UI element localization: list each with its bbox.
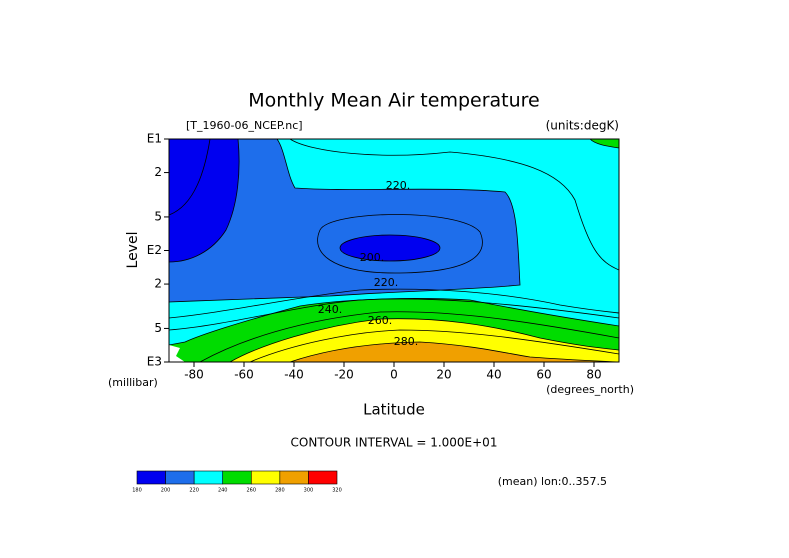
colorbar-label: 320 <box>332 488 342 494</box>
colorbar-swatch <box>136 470 166 485</box>
x-tick-label: 80 <box>586 368 601 382</box>
contour-label: 200. <box>360 251 385 264</box>
x-tick-label: 40 <box>486 368 501 382</box>
contour-fill <box>289 341 619 362</box>
colorbar-swatch <box>193 470 224 485</box>
colorbar-label: 240 <box>218 488 228 494</box>
colorbar-label: 180 <box>132 488 142 494</box>
contour-line <box>169 139 211 216</box>
file-label: [T_1960-06_NCEP.nc] <box>186 119 303 132</box>
colorbar-label: 280 <box>275 488 285 494</box>
y-tick-label: E3 <box>147 355 162 369</box>
contour-label: 220. <box>374 276 399 289</box>
colorbar-swatch <box>222 470 252 485</box>
missing-area <box>169 345 185 362</box>
y-tick-label: 2 <box>154 277 162 291</box>
x-tick-label: -60 <box>234 368 254 382</box>
x-tick-label: 20 <box>436 368 451 382</box>
colorbar-swatch <box>165 470 195 485</box>
colorbar-label: 200 <box>161 488 171 494</box>
y-tick-label: E1 <box>147 132 162 146</box>
contour-line <box>199 311 619 362</box>
contour-line <box>289 139 619 271</box>
y-tick-label: 5 <box>154 321 162 335</box>
y-tick-label: E2 <box>147 243 162 257</box>
x-axis-label: Latitude <box>363 401 425 419</box>
contour-label: 280. <box>394 335 419 348</box>
x-tick-label: -20 <box>334 368 354 382</box>
contour-fill <box>339 234 441 262</box>
contour-line <box>317 214 483 274</box>
colorbar-swatch <box>250 470 281 485</box>
x-tick-label: -80 <box>184 368 204 382</box>
y-tick-label: 5 <box>154 209 162 223</box>
contour-fills <box>169 139 619 362</box>
contour-label: 220. <box>386 179 411 192</box>
contour-label: 260. <box>368 314 393 327</box>
colorbar-swatch <box>308 470 338 485</box>
x-tick-label: -40 <box>284 368 304 382</box>
x-units: (degrees_north) <box>546 383 634 396</box>
colorbar-label: 260 <box>247 488 257 494</box>
contour-line <box>169 298 619 331</box>
colorbar-label: 300 <box>304 488 314 494</box>
contour-line <box>169 288 619 319</box>
y-axis-label: Level <box>125 232 141 269</box>
y-units: (millibar) <box>108 376 158 389</box>
x-tick-label: 0 <box>390 368 398 382</box>
contour-line <box>249 329 619 362</box>
mean-label: (mean) lon:0..357.5 <box>498 475 607 488</box>
contour-label: 240. <box>318 303 343 316</box>
contour-fill <box>169 139 240 263</box>
chart-title: Monthly Mean Air temperature <box>248 90 539 112</box>
contour-fill <box>229 318 619 362</box>
contour-interval: CONTOUR INTERVAL = 1.000E+01 <box>291 436 498 450</box>
x-tick-label: 60 <box>536 368 551 382</box>
contour-fill <box>169 139 521 303</box>
colorbar-swatch <box>279 470 309 485</box>
units-label: (units:degK) <box>546 119 619 133</box>
contour-fill <box>589 139 619 149</box>
y-tick-label: 2 <box>154 165 162 179</box>
colorbar-label: 220 <box>189 488 199 494</box>
